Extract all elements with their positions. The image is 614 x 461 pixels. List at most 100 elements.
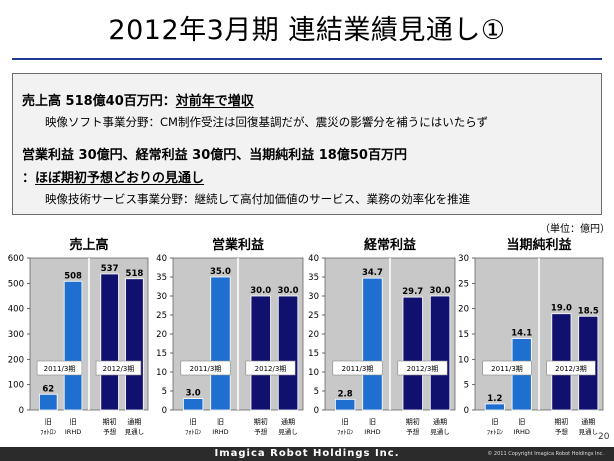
chart4-category-label-1-bottom: ﾌｫﾄﾛﾝ — [487, 428, 503, 436]
chart4-ytick-label: 0 — [464, 406, 469, 416]
chart1-bar-2 — [63, 280, 83, 411]
chart3-category-label-1-bottom: ﾌｫﾄﾛﾝ — [337, 428, 353, 436]
chart1-category-label-2-bottom: IRHD — [65, 428, 81, 436]
chart3-ytick-label: 0 — [314, 406, 319, 416]
chart3-value-label-1: 2.8 — [338, 389, 353, 399]
chart1-category-label-1-top: 旧 — [45, 418, 52, 426]
chart2-bar-3 — [250, 295, 271, 411]
chart1-ytick-label: 500 — [8, 279, 24, 289]
chart1-category-label-1-bottom: ﾌｫﾄﾛﾝ — [40, 428, 56, 436]
chart2-value-label-2: 35.0 — [210, 267, 231, 277]
chart3-value-label-4: 30.0 — [430, 286, 451, 296]
chart2-ytick-label: 15 — [156, 349, 167, 359]
chart1-period-box-1 — [36, 360, 83, 376]
summary-box: 売上高 518億40百万円：対前年で増収 映像ソフト事業分野：CM制作受注は回復… — [12, 73, 602, 215]
chart4-value-label-2: 14.1 — [511, 329, 532, 339]
chart1-value-label-1: 62 — [42, 384, 54, 394]
chart3-bar-4 — [429, 295, 451, 411]
unit-label: （単位：億円） — [540, 224, 610, 235]
chart3-category-label-3-top: 期初 — [406, 417, 420, 426]
chart3-value-label-2: 34.7 — [362, 268, 383, 278]
chart3-bar-2 — [362, 277, 383, 411]
chart1-ytick-label: 600 — [8, 254, 24, 264]
chart1-period-label-2: 2012/3期 — [103, 365, 135, 373]
chart4-category-label-3-top: 期初 — [554, 417, 568, 426]
chart1-value-label-3: 537 — [101, 264, 119, 274]
chart2-category-label-3-top: 期初 — [254, 417, 268, 426]
chart4-value-label-1: 1.2 — [487, 394, 502, 404]
chart1-value-label-2: 508 — [64, 271, 82, 281]
chart4-ytick-label: 5 — [464, 381, 469, 391]
chart2-value-label-4: 30.0 — [278, 286, 299, 296]
chart2-bar-1 — [182, 398, 204, 411]
chart3-category-label-4-bottom: 見通し — [430, 427, 450, 436]
chart2-ytick-label: 20 — [156, 330, 167, 340]
chart3-bar-1 — [334, 398, 356, 411]
chart2-ytick-label: 30 — [156, 292, 167, 302]
chart1-bar-1 — [39, 393, 58, 411]
chart1-category-label-3-top: 期初 — [103, 417, 117, 426]
chart2-period-box-1 — [180, 360, 231, 376]
chart2-category-label-2-bottom: IRHD — [212, 428, 228, 436]
chart1-ytick-label: 200 — [8, 355, 24, 365]
summary-video-software-note: 映像ソフト事業分野：CM制作受注は回復基調だが、震災の影響分を補うにはいたらず — [45, 115, 488, 129]
chart3-category-label-4-top: 通期 — [433, 417, 447, 426]
chart4-ytick-label: 25 — [458, 279, 469, 289]
chart3-bar-3 — [402, 296, 423, 411]
chart2-period-label-1: 2011/3期 — [190, 365, 222, 373]
chart3-category-label-2-top: 旧 — [369, 418, 376, 426]
chart3-ytick-label: 10 — [308, 368, 319, 378]
chart3-category-label-3-bottom: 予想 — [406, 427, 420, 436]
chart4-category-label-3-bottom: 予想 — [555, 427, 569, 436]
chart4-ytick-label: 30 — [458, 254, 469, 264]
summary-video-tech-note: 映像技術サービス事業分野：継続して高付加価値のサービス、業務の効率化を推進 — [45, 192, 471, 206]
chart4-category-label-2-top: 旧 — [518, 418, 525, 426]
chart2-ytick-label: 25 — [156, 311, 167, 321]
chart4-ytick-label: 15 — [458, 330, 469, 340]
summary-forecast-line: ：ほぼ期初予想どおりの見通し — [22, 167, 204, 186]
sales-emphasis: 対前年で増収 — [175, 94, 254, 109]
chart1-period-box-2 — [95, 360, 142, 376]
chart3-category-label-2-bottom: IRHD — [364, 428, 380, 436]
chart4-value-label-4: 18.5 — [578, 306, 599, 316]
chart1-value-label-4: 518 — [126, 269, 144, 279]
chart2-ytick-label: 5 — [162, 387, 167, 397]
footer-copyright: © 2011 Copyright Imagica Robot Holdings … — [487, 451, 604, 457]
chart2-category-label-1-bottom: ﾌｫﾄﾛﾝ — [185, 428, 201, 436]
chart1-category-label-4-bottom: 見通し — [125, 427, 145, 436]
chart1-category-label-2-top: 旧 — [70, 418, 77, 426]
chart2-category-label-4-bottom: 見通し — [278, 427, 298, 436]
chart1-ytick-label: 100 — [8, 381, 24, 391]
chart4-category-label-2-bottom: IRHD — [514, 428, 530, 436]
chart2-bar-4 — [277, 295, 299, 411]
chart4-category-label-4-top: 通期 — [581, 417, 595, 426]
chart2-ytick-label: 0 — [162, 406, 167, 416]
chart3-ytick-label: 20 — [308, 330, 319, 340]
chart3-ytick-label: 40 — [308, 254, 319, 264]
chart3-period-label-1: 2011/3期 — [342, 365, 374, 373]
chart4-period-box-1 — [482, 360, 532, 376]
chart4-category-label-1-top: 旧 — [491, 418, 498, 426]
forecast-prefix: ： — [22, 171, 36, 186]
title-rule — [12, 58, 602, 60]
chart4-value-label-3: 19.0 — [551, 304, 572, 314]
chart4-period-label-1: 2011/3期 — [491, 365, 523, 373]
chart3-ytick-label: 30 — [308, 292, 319, 302]
chart2-category-label-2-top: 旧 — [217, 418, 224, 426]
chart1-category-label-3-bottom: 予想 — [103, 427, 117, 436]
footer-bar: Imagica Robot Holdings Inc. © 2011 Copyr… — [0, 447, 614, 461]
chart2-period-label-2: 2012/3期 — [255, 365, 287, 373]
chart3-ytick-label: 15 — [308, 349, 319, 359]
chart3-ytick-label: 5 — [314, 387, 319, 397]
chart3-title: 経常利益 — [364, 237, 416, 253]
chart4-ytick-label: 10 — [458, 355, 469, 365]
chart2-period-box-2 — [245, 360, 296, 376]
chart1-ytick-label: 400 — [8, 305, 24, 315]
chart3-period-label-2: 2012/3期 — [407, 365, 439, 373]
chart3-period-box-2 — [397, 360, 448, 376]
chart3-period-box-1 — [332, 360, 383, 376]
chart4-bar-1 — [484, 403, 505, 411]
chart4-title: 当期純利益 — [506, 237, 571, 253]
chart4-period-box-2 — [546, 360, 596, 376]
